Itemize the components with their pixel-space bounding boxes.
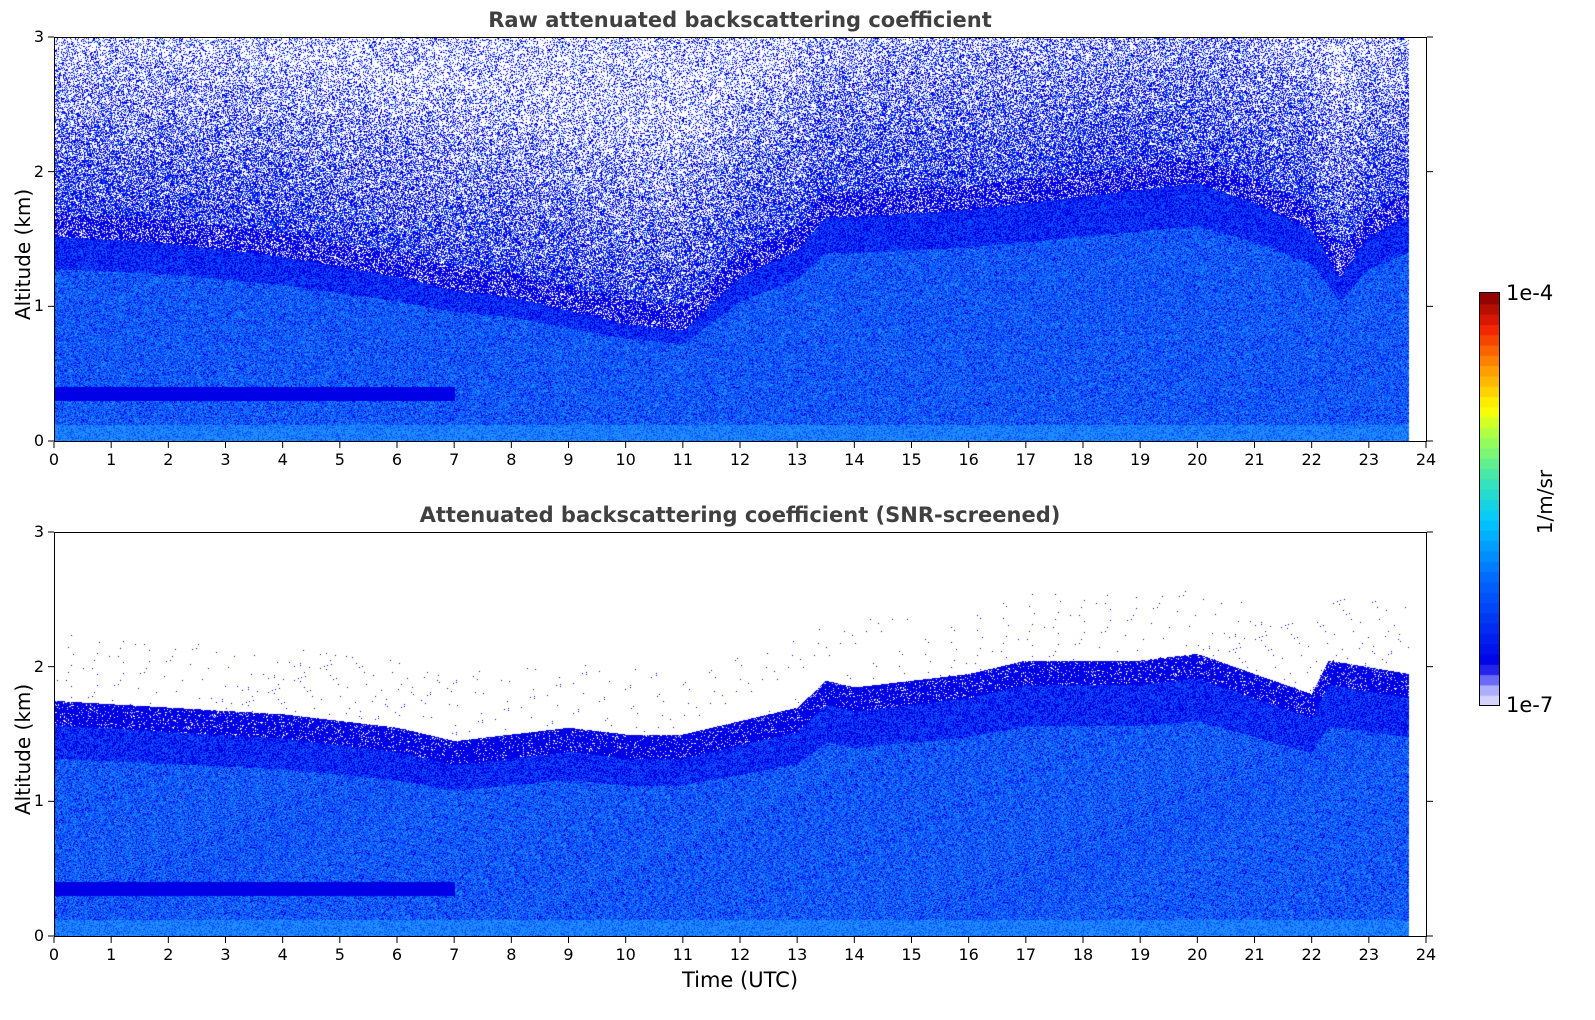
x-tick-label: 22: [1301, 450, 1322, 469]
y-tick-label: 2: [33, 656, 44, 676]
x-tick-label: 9: [563, 450, 574, 469]
x-tick-label: 14: [844, 450, 865, 469]
x-tick-label: 19: [1129, 945, 1151, 964]
x-tick-label: 4: [277, 450, 288, 469]
x-tick-label: 14: [844, 945, 865, 964]
x-tick-label: 23: [1358, 450, 1379, 469]
x-tick-label: 23: [1358, 945, 1379, 964]
top-heatmap-plot: [54, 37, 1427, 442]
x-tick-label: 18: [1072, 945, 1094, 964]
x-tick-label: 8: [506, 945, 517, 964]
bottom-y-axis-label: Altitude (km): [11, 683, 35, 815]
x-axis-label: Time (UTC): [681, 968, 799, 992]
x-tick-label: 7: [449, 945, 460, 964]
x-tick-label: 10: [615, 450, 636, 469]
y-tick-label: 1: [33, 791, 44, 811]
x-tick-label: 24: [1415, 450, 1437, 469]
bottom-chart-title: Attenuated backscattering coefficient (S…: [419, 503, 1061, 527]
x-tick-label: 15: [901, 945, 922, 964]
x-tick-label: 6: [391, 945, 403, 964]
x-tick-label: 20: [1187, 450, 1208, 469]
x-tick-label: 2: [163, 945, 174, 964]
x-tick-label: 21: [1244, 945, 1265, 964]
x-tick-label: 0: [48, 945, 60, 964]
x-tick-label: 12: [729, 450, 751, 469]
bottom-heatmap-image: [55, 533, 1426, 936]
x-tick-label: 19: [1129, 450, 1151, 469]
x-tick-label: 3: [220, 945, 231, 964]
x-tick-label: 12: [729, 945, 751, 964]
x-tick-label: 10: [615, 945, 636, 964]
x-tick-label: 20: [1187, 945, 1208, 964]
x-tick-label: 11: [672, 450, 693, 469]
x-tick-label: 17: [1015, 450, 1036, 469]
x-tick-label: 4: [277, 945, 288, 964]
x-tick-label: 1: [106, 450, 117, 469]
x-tick-label: 13: [786, 945, 808, 964]
x-tick-label: 22: [1301, 945, 1322, 964]
x-tick-label: 0: [48, 450, 60, 469]
colorbar-min-label: 1e-7: [1506, 693, 1554, 717]
y-tick-label: 0: [33, 431, 44, 450]
bottom-heatmap-plot: [54, 532, 1427, 937]
colorbar: [1479, 292, 1500, 706]
x-tick-label: 18: [1072, 450, 1094, 469]
x-tick-label: 7: [449, 450, 460, 469]
x-tick-label: 21: [1244, 450, 1265, 469]
x-tick-label: 5: [334, 450, 345, 469]
x-tick-label: 6: [391, 450, 403, 469]
y-tick-label: 1: [33, 296, 44, 316]
x-tick-label: 13: [786, 450, 808, 469]
top-heatmap-image: [55, 38, 1426, 441]
y-tick-label: 3: [33, 27, 44, 46]
x-tick-label: 17: [1015, 945, 1036, 964]
x-tick-label: 3: [220, 450, 231, 469]
x-tick-label: 11: [672, 945, 693, 964]
x-tick-label: 24: [1415, 945, 1437, 964]
colorbar-unit-label: 1/m/sr: [1533, 469, 1557, 535]
x-tick-label: 5: [334, 945, 345, 964]
x-tick-label: 15: [901, 450, 922, 469]
x-tick-label: 8: [506, 450, 517, 469]
y-tick-label: 3: [33, 522, 44, 541]
x-tick-label: 2: [163, 450, 174, 469]
x-tick-label: 9: [563, 945, 574, 964]
x-tick-label: 16: [958, 945, 979, 964]
y-tick-label: 2: [33, 161, 44, 181]
y-tick-label: 0: [33, 926, 44, 945]
top-chart-title: Raw attenuated backscattering coefficien…: [488, 8, 992, 32]
x-tick-label: 1: [106, 945, 117, 964]
x-tick-label: 16: [958, 450, 979, 469]
top-y-axis-label: Altitude (km): [11, 188, 35, 320]
colorbar-max-label: 1e-4: [1506, 281, 1554, 305]
